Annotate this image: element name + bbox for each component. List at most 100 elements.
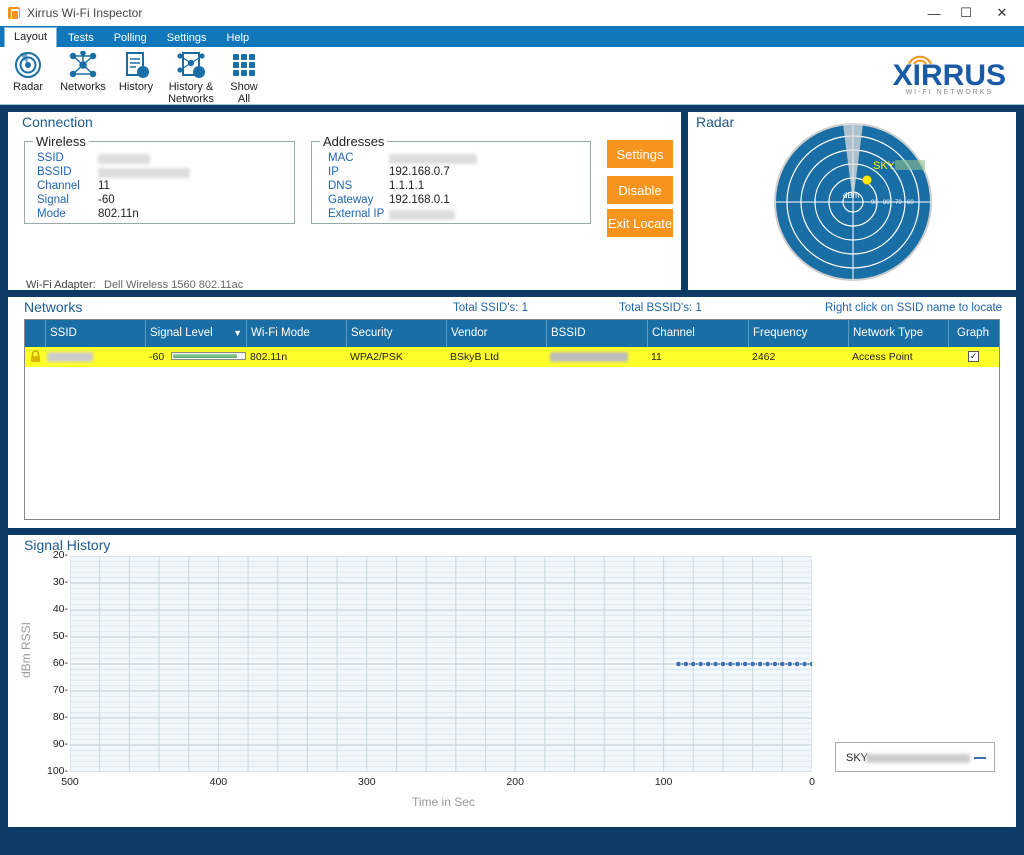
history-button[interactable]: History: [117, 51, 155, 93]
connection-title: Connection: [22, 114, 93, 130]
radar-button[interactable]: Radar: [12, 51, 44, 93]
total-bssids: Total BSSID's: 1: [619, 302, 702, 314]
close-button[interactable]: ✕: [996, 5, 1008, 20]
channel-label: Channel: [37, 180, 80, 192]
network-type-cell: Access Point: [852, 351, 913, 363]
header-wifi-mode[interactable]: Wi-Fi Mode: [246, 320, 346, 347]
channel-value: 11: [98, 180, 110, 192]
history-networks-button[interactable]: History & Networks: [165, 51, 217, 105]
y-tick-label: 20-: [52, 549, 68, 561]
radar-panel: Radar -90 -80 -70 -60 dBm SKY: [688, 112, 1016, 290]
data-point: [734, 661, 741, 667]
data-point: [690, 661, 697, 667]
x-axis-label: Time in Sec: [412, 795, 475, 809]
history-networks-label-1: History &: [168, 81, 214, 93]
bssid-value-redacted: [98, 168, 190, 178]
vendor-cell: BSkyB Ltd: [450, 351, 500, 363]
app-icon: [8, 7, 20, 20]
radar-display[interactable]: -90 -80 -70 -60 dBm SKY: [773, 122, 933, 282]
locate-hint: Right click on SSID name to locate: [825, 302, 1003, 314]
radar-ring-label-4: -60: [905, 200, 914, 206]
data-point: [772, 661, 778, 667]
header-vendor[interactable]: Vendor: [446, 320, 546, 347]
wifi-mode-cell: 802.11n: [250, 351, 288, 363]
maximize-button[interactable]: ☐: [960, 5, 972, 20]
security-cell: WPA2/PSK: [350, 351, 403, 363]
data-point: [712, 661, 719, 667]
header-graph[interactable]: Graph: [948, 320, 999, 347]
history-networks-label-2: Networks: [168, 93, 214, 105]
show-all-icon: [233, 54, 255, 76]
radar-button-label: Radar: [13, 81, 43, 93]
show-all-label-2: All: [237, 93, 251, 105]
tab-layout[interactable]: Layout: [4, 27, 58, 47]
total-ssids: Total SSID's: 1: [453, 302, 529, 314]
header-network-type[interactable]: Network Type: [848, 320, 948, 347]
disable-button[interactable]: Disable: [607, 176, 673, 204]
header-blank: [25, 320, 45, 347]
data-point: [794, 661, 801, 667]
networks-button-label: Networks: [60, 81, 106, 93]
tab-polling[interactable]: Polling: [113, 32, 147, 44]
gateway-label: Gateway: [328, 194, 374, 206]
data-point: [757, 661, 763, 667]
header-frequency[interactable]: Frequency: [748, 320, 848, 347]
title-bar: Xirrus Wi-Fi Inspector — ☐ ✕: [0, 0, 1024, 26]
xirrus-logo: XIRRUS WI-FI NETWORKS: [892, 55, 1006, 96]
header-channel[interactable]: Channel: [647, 320, 748, 347]
chart-legend: SKY: [835, 742, 995, 772]
tab-help[interactable]: Help: [226, 32, 250, 44]
history-title: Signal History: [24, 537, 111, 553]
ip-value: 192.168.0.7: [389, 166, 450, 178]
tab-tests[interactable]: Tests: [68, 32, 94, 44]
data-point: [801, 661, 808, 667]
menu-bar: Layout Tests Polling Settings Help: [0, 26, 1024, 47]
networks-table: SSID Signal Level ▼ Wi-Fi Mode Security V…: [24, 319, 1000, 520]
history-button-label: History: [118, 81, 154, 93]
networks-title: Networks: [24, 299, 83, 315]
frequency-cell: 2462: [752, 351, 776, 363]
table-row[interactable]: -60 802.11n WPA2/PSK BSkyB Ltd 11 2462 A…: [25, 347, 999, 367]
addresses-legend: Addresses: [323, 134, 385, 149]
radar-ring-label-1: -90: [869, 200, 878, 206]
history-networks-icon: [177, 52, 205, 78]
show-all-label-1: Show: [230, 81, 258, 93]
y-tick-label: 100-: [46, 765, 68, 777]
header-security[interactable]: Security: [346, 320, 446, 347]
x-tick-label: 400: [209, 776, 228, 788]
gateway-value: 192.168.0.1: [389, 194, 450, 206]
data-point: [809, 661, 812, 667]
show-all-button[interactable]: Show All: [227, 51, 261, 105]
logo-tagline: WI-FI NETWORKS: [905, 89, 994, 96]
data-point: [749, 661, 756, 667]
header-ssid[interactable]: SSID: [45, 320, 145, 347]
x-tick-label: 500: [61, 776, 79, 788]
wireless-legend: Wireless: [36, 134, 86, 149]
signal-history-chart[interactable]: [70, 556, 812, 772]
signal-value: -60: [98, 194, 115, 206]
y-tick-label: 50-: [52, 630, 68, 642]
external-ip-redacted: [389, 210, 455, 220]
radar-ring-label-3: -70: [893, 200, 902, 206]
ssid-value-redacted: [98, 154, 150, 164]
signal-label: Signal: [37, 194, 69, 206]
networks-button[interactable]: Networks: [58, 51, 108, 93]
data-point: [742, 661, 749, 667]
graph-checkbox[interactable]: ✓: [968, 351, 979, 362]
settings-button[interactable]: Settings: [607, 140, 673, 168]
wifi-arc-icon: [907, 53, 933, 68]
signal-cell: -60: [149, 351, 165, 363]
logo-text: XIRRUS: [892, 59, 1006, 92]
ssid-cell-redacted[interactable]: [47, 352, 93, 362]
header-bssid[interactable]: BSSID: [546, 320, 647, 347]
ribbon: Radar Networks History: [0, 47, 1024, 105]
radar-network-label-redacted: [895, 160, 925, 170]
chart-grid: [70, 556, 812, 772]
legend-label-redacted: [866, 754, 970, 763]
tab-settings[interactable]: Settings: [166, 32, 207, 44]
x-tick-label: 100: [654, 776, 673, 788]
minimize-button[interactable]: —: [927, 5, 941, 21]
exit-locate-button[interactable]: Exit Locate: [607, 209, 673, 237]
radar-network-dot[interactable]: [862, 175, 872, 185]
header-signal-level[interactable]: Signal Level ▼: [145, 320, 246, 347]
